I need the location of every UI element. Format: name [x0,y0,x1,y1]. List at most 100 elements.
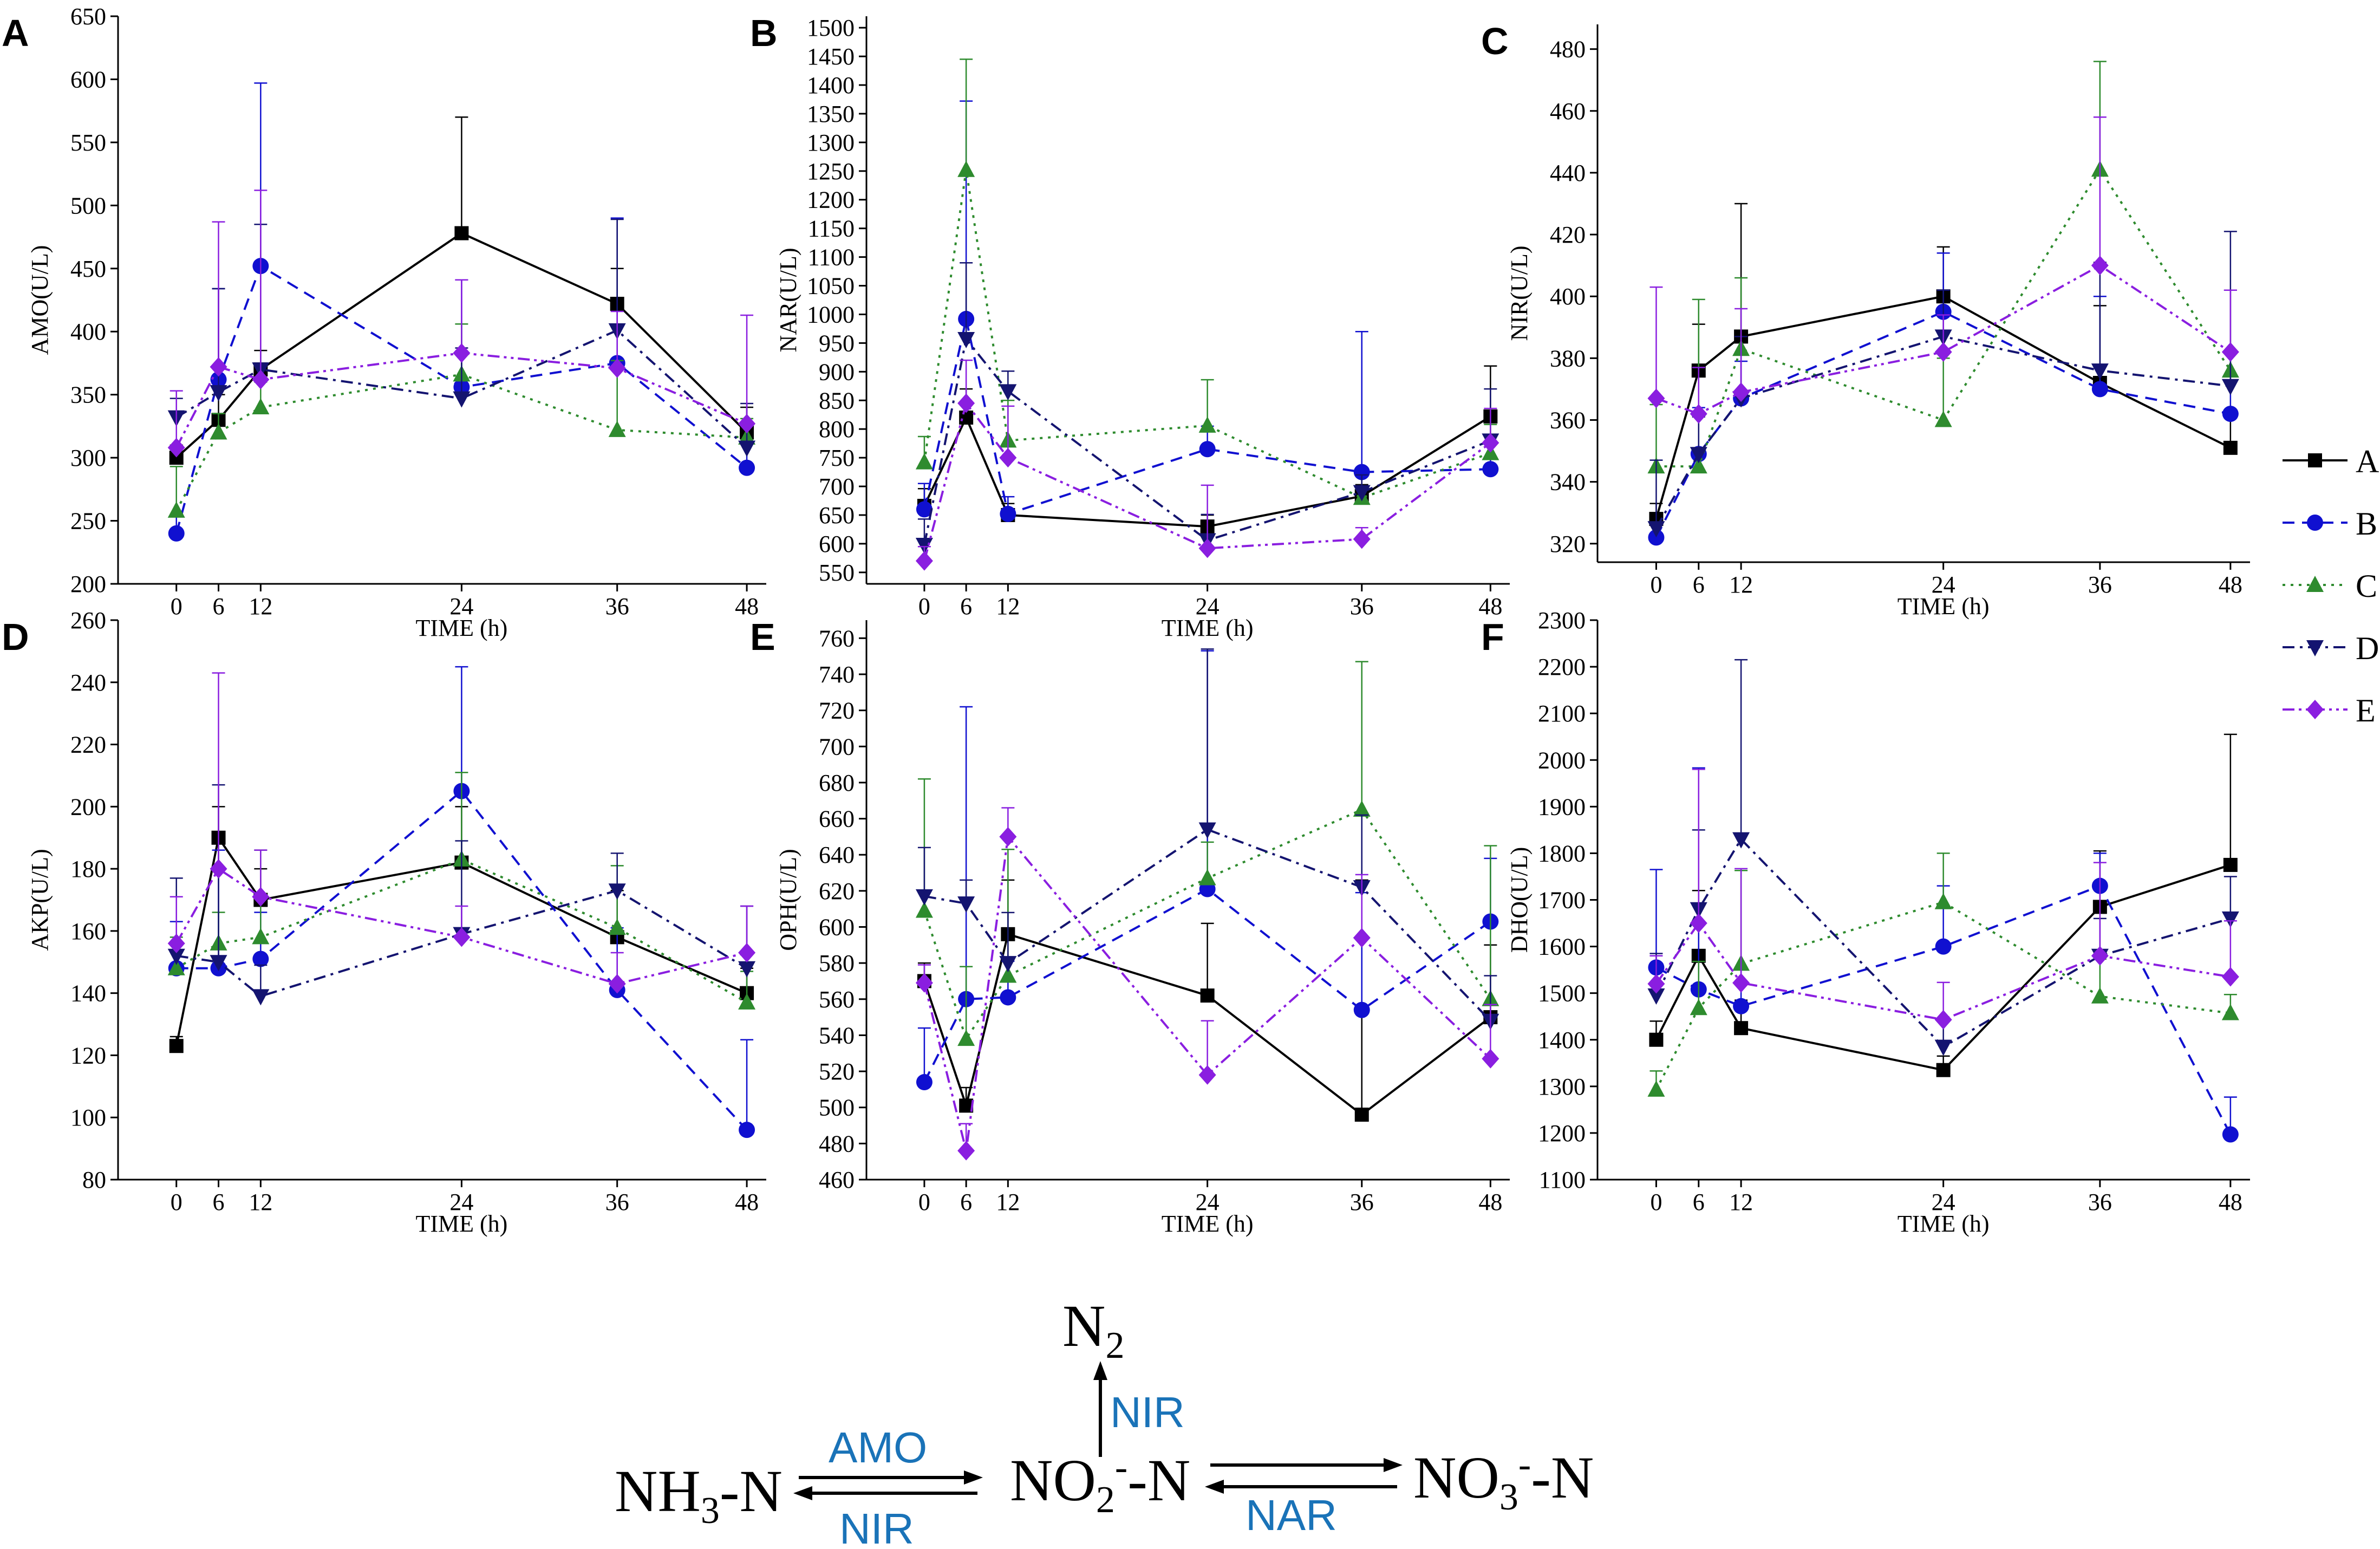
y-tick-label: 740 [819,661,855,688]
data-point [1198,869,1216,886]
x-tick-label: 0 [918,1189,930,1215]
data-point [210,385,227,402]
series-line [175,373,747,511]
data-point [738,440,756,457]
x-tick-label: 6 [960,1189,972,1215]
data-point [1353,1001,1370,1018]
legend-label: B [2356,506,2377,542]
data-point [1690,457,1707,474]
data-point [252,369,270,389]
x-tick-label: 0 [171,1189,182,1215]
y-tick-label: 2100 [1538,700,1586,727]
data-point [915,889,933,906]
x-tick-label: 48 [735,1189,759,1215]
y-tick-label: 1300 [1538,1073,1586,1100]
y-tick-label: 550 [70,129,106,156]
y-tick-label: 2000 [1538,747,1586,773]
series-e [915,807,1499,1161]
y-tick-label: 500 [819,1095,855,1121]
legend-label: C [2356,568,2377,604]
data-point [957,331,975,348]
legend-item-a: A [2283,444,2379,479]
x-tick-label: 48 [1478,1189,1502,1215]
data-point [739,459,755,476]
series-e [1647,769,2239,1030]
data-point [916,501,933,518]
y-tick-label: 1900 [1538,793,1586,820]
y-tick-label: 1050 [807,273,855,300]
data-point [957,1141,975,1161]
panel-c: 320 340 360 380 400 420 440 460 480 0 6 12 24 36 48 TIM… [1481,20,2250,620]
x-tick-label: 12 [249,1189,272,1215]
data-point [916,1074,933,1091]
series-e [1647,116,2239,424]
series-e [167,672,756,994]
y-tick-label: 1350 [807,101,855,127]
data-point [1647,521,1665,538]
y-tick-label: 540 [819,1022,855,1049]
data-point [252,398,270,414]
data-point [1200,988,1215,1003]
x-tick-label: 6 [213,593,225,620]
no2-n-label: NO2--N [1010,1447,1190,1521]
x-tick-label: 36 [1350,1189,1374,1215]
y-tick-label: 600 [70,66,106,93]
data-point [738,943,756,963]
n2-label: N2 [1062,1293,1124,1366]
panel-letter: B [750,12,778,54]
y-tick-label: 1800 [1538,840,1586,867]
data-point [738,414,756,434]
data-point [1000,505,1016,522]
series-line [1655,295,2231,519]
data-point [739,1122,755,1138]
data-point [1198,416,1216,433]
data-point [1690,999,1707,1016]
data-point [2222,1126,2239,1143]
x-tick-label: 48 [2219,571,2242,598]
y-tick-label: 460 [819,1167,855,1193]
x-tick-label: 12 [996,593,1020,620]
y-tick-label: 360 [1550,407,1586,433]
x-tick-label: 12 [249,593,272,620]
y-tick-label: 120 [70,1042,106,1069]
x-tick-label: 6 [1693,1189,1705,1215]
panel-letter: F [1481,616,1504,658]
nir-back-arrowhead [793,1486,812,1500]
y-tick-label: 580 [819,950,855,977]
series-line [923,834,1491,1151]
legend-label: A [2356,444,2379,479]
data-point [915,901,933,918]
y-tick-label: 560 [819,986,855,1013]
y-tick-label: 620 [819,878,855,904]
x-axis-title: TIME (h) [1162,1210,1254,1237]
y-tick-label: 850 [819,387,855,414]
data-point [1354,1108,1369,1122]
x-tick-label: 36 [2088,571,2112,598]
data-point [2222,406,2239,422]
data-point [169,1039,184,1053]
y-tick-label: 640 [819,842,855,868]
y-tick-label: 2200 [1538,654,1586,680]
legend-item-e: E [2283,693,2376,728]
legend-marker [2307,515,2323,531]
to-nitrate-arrowhead [1384,1458,1403,1472]
series-line [923,336,1491,545]
y-tick-label: 260 [70,607,106,634]
legend-marker [2306,700,2324,719]
panel-letter: C [1481,20,1509,62]
y-tick-label: 800 [819,416,855,442]
legend-marker [2308,453,2322,467]
y-tick-label: 1400 [1538,1027,1586,1053]
legend-marker [2306,576,2324,592]
data-point [2221,967,2239,987]
x-tick-label: 48 [2219,1189,2242,1215]
data-point [608,420,626,437]
data-point [454,226,469,240]
y-tick-label: 700 [819,733,855,760]
data-point [1733,998,1750,1014]
data-point [608,883,626,900]
x-tick-label: 0 [171,593,182,620]
y-tick-label: 720 [819,698,855,724]
data-point [1000,989,1016,1006]
data-point [957,393,975,413]
